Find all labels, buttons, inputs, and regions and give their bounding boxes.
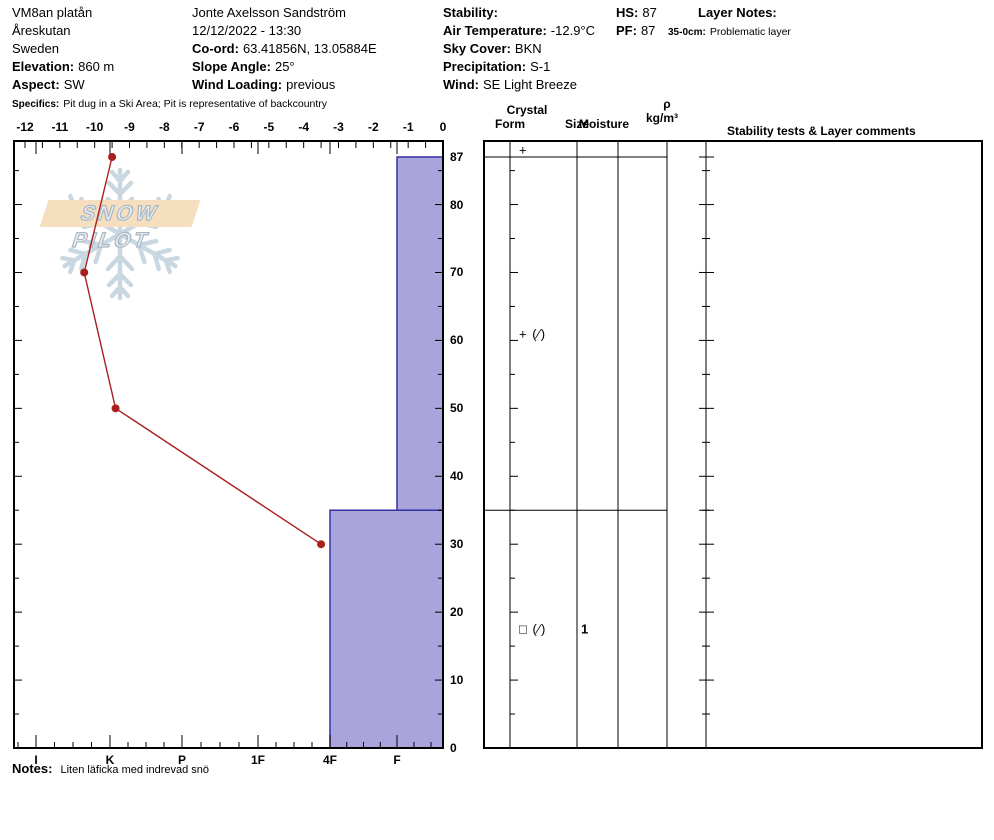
header-field: Slope Angle: 25° — [192, 59, 295, 74]
header-field: Co-ord: 63.41856N, 13.05884E — [192, 41, 377, 56]
layer-size-value: 1 — [581, 621, 590, 637]
header-col-observer: Jonte Axelsson Sandström 12/12/2022 - 13:… — [192, 4, 377, 94]
hardness-tick-label: K — [105, 753, 115, 767]
size-header: Size — [564, 117, 589, 131]
depth-tick-label: 60 — [450, 333, 464, 348]
layer-form-symbol: □ (∕) — [519, 621, 547, 637]
depth-tick-label: 0 — [450, 741, 457, 755]
crystal-header: Crystal — [506, 103, 548, 117]
depth-tick-label: 70 — [450, 265, 464, 280]
layer-form-symbol: + (∕) — [519, 326, 547, 342]
depth-tick-label: 30 — [450, 537, 464, 552]
header-col-conditions: Stability: Air Temperature: -12.9°C Sky Cov… — [443, 4, 595, 94]
notes-text: Liten läficka med indrevad snö — [60, 764, 210, 776]
comments-header: Stability tests & Layer comments — [727, 124, 916, 138]
header-field: Åreskutan — [12, 23, 71, 38]
header-field: 35-0cm: Problematic layer — [668, 26, 791, 38]
temp-tick-label: -8 — [158, 120, 170, 134]
header-field: Sweden — [12, 41, 59, 56]
temp-tick-label: -4 — [298, 120, 309, 134]
temp-tick-label: -6 — [228, 120, 240, 134]
depth-tick-label: 40 — [450, 469, 464, 484]
hardness-tick-label: 4F — [322, 753, 338, 767]
depth-tick-label: 50 — [450, 401, 464, 416]
header-field: PF: 87 — [616, 23, 656, 38]
header-field: HS: 87 — [616, 5, 657, 20]
header-field: Sky Cover: BKN — [443, 41, 542, 56]
density-header: ρ — [663, 97, 671, 111]
depth-tick-label: 10 — [450, 673, 464, 688]
header-field: Wind Loading: previous — [192, 77, 336, 92]
depth-tick-label: 20 — [450, 605, 464, 620]
header-field: Elevation: 860 m — [12, 59, 115, 74]
hardness-tick-label: I — [34, 753, 38, 767]
temp-tick-label: -7 — [193, 120, 205, 134]
hardness-tick-label: F — [393, 753, 401, 767]
header-col-layer-notes: Layer Notes: 35-0cm: Problematic layer — [668, 4, 791, 40]
header-field: Stability: — [443, 5, 498, 20]
header-field: Specifics: Pit dug in a Ski Area; Pit is … — [12, 98, 328, 110]
temp-tick-label: -2 — [367, 120, 379, 134]
depth-tick-label: 80 — [450, 197, 464, 212]
hardness-tick-label: P — [177, 753, 187, 767]
temp-tick-label: -9 — [124, 120, 135, 134]
temp-tick-label: -12 — [16, 120, 34, 134]
form-header: Form — [495, 117, 525, 131]
header-field: Jonte Axelsson Sandström — [192, 5, 346, 20]
header-field: Wind: SE Light Breeze — [443, 77, 577, 92]
header-col-snow-depth: HS: 87 PF: 87 — [616, 4, 657, 40]
temp-tick-label: -5 — [263, 120, 275, 134]
header-field: Layer Notes: — [698, 5, 777, 20]
density-unit-header: kg/m³ — [645, 111, 678, 125]
surface-form-symbol: + — [519, 142, 528, 158]
pit-notes: Notes: Liten läficka med indrevad snö — [12, 760, 209, 778]
temp-tick-label: 0 — [439, 120, 447, 134]
temp-tick-label: -10 — [85, 120, 104, 134]
hardness-tick-label: 1F — [250, 753, 266, 767]
temp-tick-label: -3 — [333, 120, 344, 134]
notes-label: Notes: — [12, 761, 53, 776]
header-field: Precipitation: S-1 — [443, 59, 551, 74]
temp-tick-label: -11 — [51, 120, 69, 134]
header-field: 12/12/2022 - 13:30 — [192, 23, 302, 38]
depth-tick-label: 87 — [450, 150, 464, 164]
header-field: Air Temperature: -12.9°C — [443, 23, 596, 38]
header-col-location: VM8an platån Åreskutan Sweden Elevation: 860… — [12, 4, 327, 112]
temp-tick-label: -1 — [402, 120, 414, 134]
header-field: Aspect: SW — [12, 77, 85, 92]
moisture-header: Moisture — [578, 117, 629, 131]
header-field: VM8an platån — [12, 5, 93, 20]
